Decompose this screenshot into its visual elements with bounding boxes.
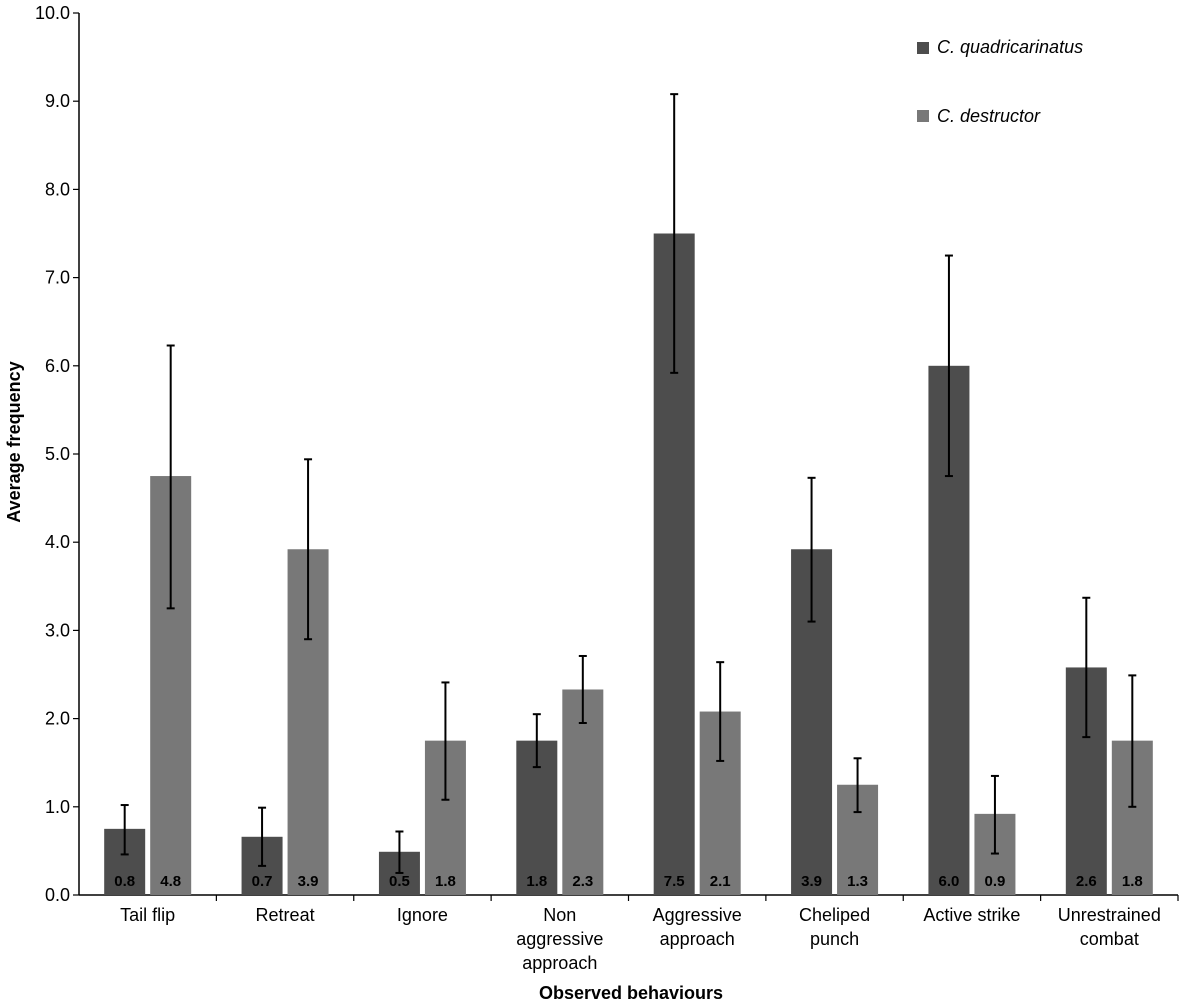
data-label: 2.1 [710, 873, 731, 890]
y-tick-label: 9.0 [45, 91, 70, 111]
data-label: 1.8 [435, 873, 456, 890]
error-bars [120, 93, 1137, 874]
y-tick-label: 3.0 [45, 620, 70, 640]
data-label: 1.8 [526, 873, 547, 890]
y-tick-label: 7.0 [45, 268, 70, 288]
data-label: 6.0 [939, 873, 960, 890]
category-label: Aggressive approach [653, 905, 742, 949]
x-axis [79, 894, 1179, 901]
data-label: 0.7 [252, 873, 273, 890]
y-tick-label: 0.0 [45, 885, 70, 905]
data-label: 1.3 [847, 873, 868, 890]
x-axis-title: Observed behaviours [539, 983, 723, 1003]
data-labels: 0.8 4.8 0.7 3.9 0.5 1.8 1.8 2.3 7.5 2.1 3.9 1.3 6.0 0… [114, 873, 1142, 890]
data-label: 3.9 [298, 873, 319, 890]
legend-swatch-quadricarinatus [917, 42, 929, 54]
category-label: Ignore [397, 905, 448, 925]
data-label: 1.8 [1122, 873, 1143, 890]
category-label: Cheliped punch [799, 905, 870, 949]
category-label: Non aggressive approach [516, 905, 603, 973]
category-label: Tail flip [120, 905, 175, 925]
legend-swatch-destructor [917, 110, 929, 122]
data-label: 7.5 [664, 873, 685, 890]
data-label: 0.8 [114, 873, 135, 890]
y-tick-label: 8.0 [45, 179, 70, 199]
legend-label-destructor: C. destructor [937, 106, 1041, 126]
data-label: 2.3 [572, 873, 593, 890]
legend: C. quadricarinatus C. destructor [917, 37, 1083, 126]
y-tick-label: 1.0 [45, 797, 70, 817]
y-tick-label: 4.0 [45, 532, 70, 552]
data-label: 4.8 [160, 873, 181, 890]
y-tick-label: 5.0 [45, 444, 70, 464]
category-labels: Tail flip Retreat Ignore Non aggressive appro… [120, 905, 1161, 973]
y-axis-title: Average frequency [4, 361, 24, 522]
category-label: Retreat [256, 905, 315, 925]
y-axis: 0.0 1.0 2.0 3.0 4.0 5.0 6.0 7.0 8.0 9.0 10.0 [35, 3, 80, 905]
y-tick-label: 6.0 [45, 356, 70, 376]
bars [104, 233, 1153, 895]
category-label: Unrestrained combat [1058, 905, 1161, 949]
data-label: 0.5 [389, 873, 410, 890]
y-tick-label: 2.0 [45, 709, 70, 729]
legend-label-quadricarinatus: C. quadricarinatus [937, 37, 1083, 57]
y-tick-label: 10.0 [35, 3, 70, 23]
data-label: 2.6 [1076, 873, 1097, 890]
category-label: Active strike [923, 905, 1020, 925]
data-label: 0.9 [985, 873, 1006, 890]
data-label: 3.9 [801, 873, 822, 890]
